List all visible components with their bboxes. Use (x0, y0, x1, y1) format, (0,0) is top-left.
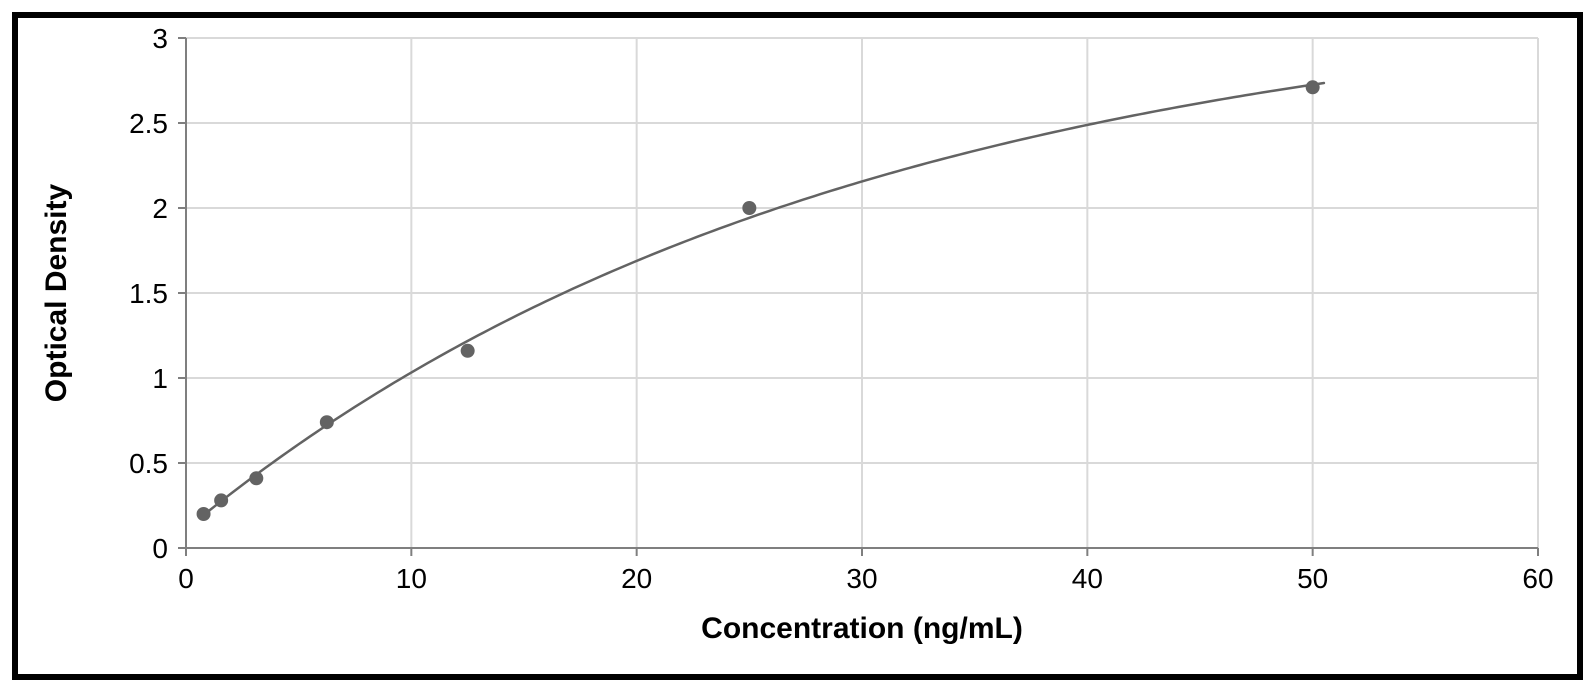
data-point (249, 471, 263, 485)
data-point (742, 201, 756, 215)
y-tick-label: 1.5 (129, 278, 168, 309)
y-tick-label: 1 (152, 363, 168, 394)
data-point (1306, 80, 1320, 94)
y-tick-label: 3 (152, 23, 168, 54)
chart-plot: 0 10 20 30 40 50 60 0 0.5 1 1.5 2 2.5 3 Concentration … (18, 18, 1577, 674)
x-tick-label: 60 (1522, 563, 1553, 594)
data-points (197, 80, 1320, 521)
x-tick-label: 30 (846, 563, 877, 594)
x-tick-label: 40 (1072, 563, 1103, 594)
y-tick-label: 2.5 (129, 108, 168, 139)
grid (186, 38, 1538, 548)
x-tick-label: 0 (178, 563, 194, 594)
x-axis-title: Concentration (ng/mL) (701, 612, 1023, 645)
x-tick-label: 50 (1297, 563, 1328, 594)
y-tick-label: 0.5 (129, 448, 168, 479)
fitted-curve (204, 83, 1324, 515)
x-tick-label: 20 (621, 563, 652, 594)
data-point (320, 415, 334, 429)
data-point (214, 493, 228, 507)
y-tick-label: 0 (152, 533, 168, 564)
x-tick-label: 10 (396, 563, 427, 594)
y-axis-title: Optical Density (40, 183, 73, 402)
data-point (461, 344, 475, 358)
data-point (197, 507, 211, 521)
y-tick-label: 2 (152, 193, 168, 224)
chart-frame: 0 10 20 30 40 50 60 0 0.5 1 1.5 2 2.5 3 Concentration … (12, 12, 1583, 680)
